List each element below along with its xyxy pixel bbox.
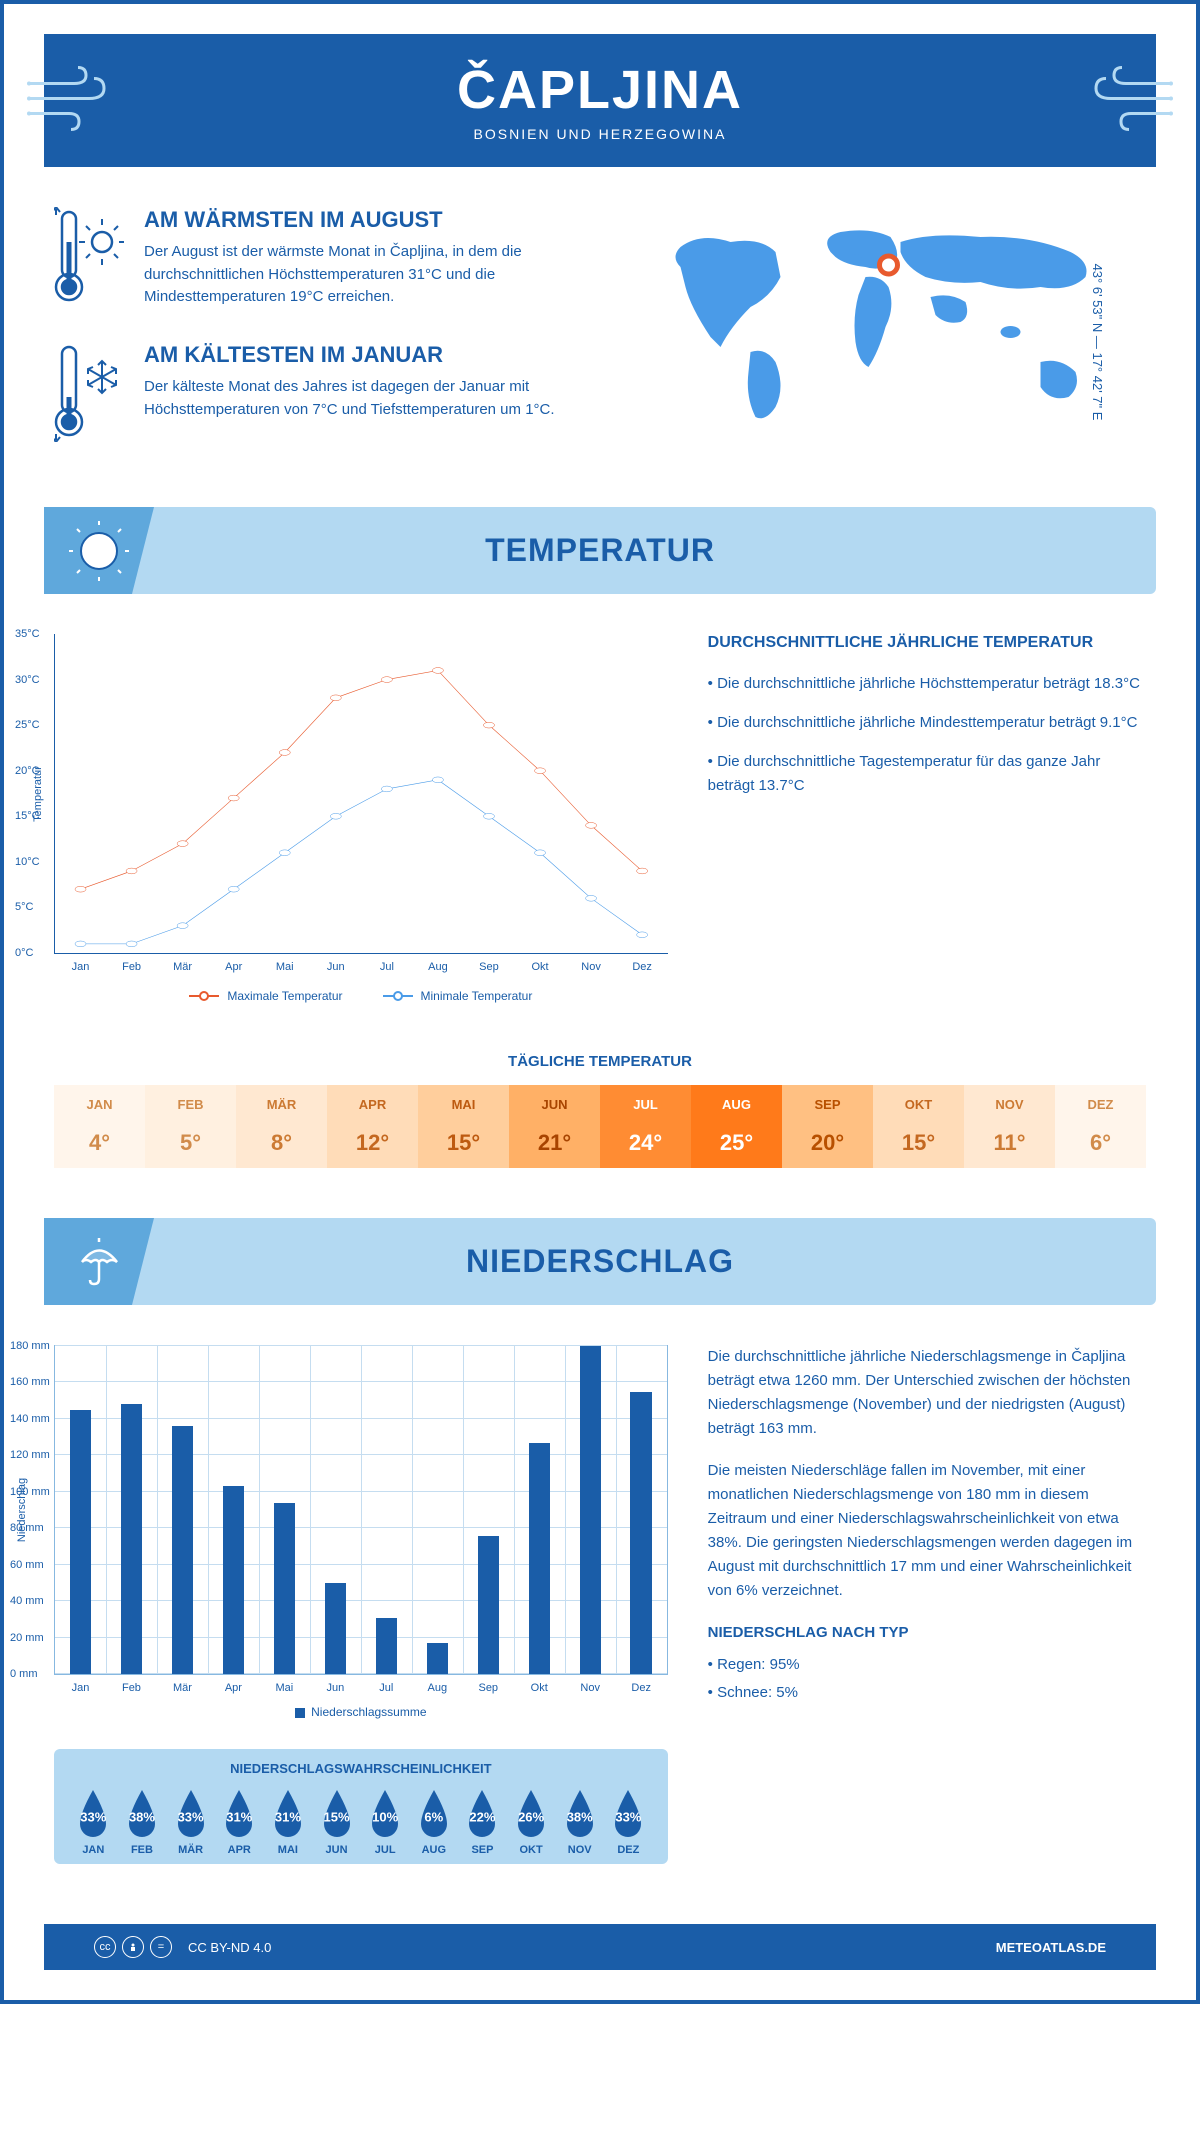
prob-item: 6%AUG: [409, 1788, 458, 1856]
facts-column: AM WÄRMSTEN IM AUGUST Der August ist der…: [54, 207, 585, 477]
precip-bar: [478, 1536, 499, 1674]
prob-item: 38%NOV: [555, 1788, 604, 1856]
prob-item: 33%MÄR: [166, 1788, 215, 1856]
prob-item: 26%OKT: [507, 1788, 556, 1856]
fact-cold-title: AM KÄLTESTEN IM JANUAR: [144, 342, 585, 368]
temperature-line-chart: Temperatur 0°C5°C10°C15°C20°C25°C30°C35°…: [54, 634, 668, 954]
cc-license: cc = CC BY-ND 4.0: [94, 1936, 271, 1958]
temp-cell: JUN21°: [509, 1085, 600, 1168]
temp-cell: SEP20°: [782, 1085, 873, 1168]
license-text: CC BY-ND 4.0: [188, 1940, 271, 1955]
precip-probability-box: NIEDERSCHLAGSWAHRSCHEINLICHKEIT 33%JAN38…: [54, 1749, 668, 1864]
header-banner: ČAPLJINA BOSNIEN UND HERZEGOWINA: [44, 34, 1156, 167]
precip-bar: [274, 1503, 295, 1674]
cc-icon: cc: [94, 1936, 116, 1958]
temp-bullet: • Die durchschnittliche jährliche Mindes…: [708, 711, 1146, 735]
wind-icon: [24, 63, 114, 138]
temperature-banner: TEMPERATUR: [44, 507, 1156, 594]
thermometer-hot-icon: [54, 207, 124, 312]
daily-temp-table: JAN4°FEB5°MÄR8°APR12°MAI15°JUN21°JUL24°A…: [54, 1085, 1146, 1168]
fact-warm-title: AM WÄRMSTEN IM AUGUST: [144, 207, 585, 233]
temp-cell: JUL24°: [600, 1085, 691, 1168]
temp-cell: DEZ6°: [1055, 1085, 1146, 1168]
prob-item: 22%SEP: [458, 1788, 507, 1856]
cc-nd-icon: =: [150, 1936, 172, 1958]
temp-cell: JAN4°: [54, 1085, 145, 1168]
site-name: METEOATLAS.DE: [996, 1940, 1106, 1955]
precip-bar: [223, 1486, 244, 1674]
temp-cell: APR12°: [327, 1085, 418, 1168]
precip-section: Niederschlag 0 mm20 mm40 mm60 mm80 mm100…: [4, 1305, 1196, 1884]
precip-type-line: • Regen: 95%: [708, 1653, 1146, 1677]
precip-bar: [529, 1443, 550, 1674]
sun-icon: [44, 507, 154, 594]
city-title: ČAPLJINA: [44, 59, 1156, 121]
precip-type-title: NIEDERSCHLAG NACH TYP: [708, 1621, 1146, 1645]
daily-temp-title: TÄGLICHE TEMPERATUR: [4, 1053, 1196, 1070]
precip-bar: [70, 1410, 91, 1674]
wind-icon: [1086, 63, 1176, 138]
prob-item: 15%JUN: [312, 1788, 361, 1856]
temp-bullet: • Die durchschnittliche jährliche Höchst…: [708, 672, 1146, 696]
precip-p1: Die durchschnittliche jährliche Niedersc…: [708, 1345, 1146, 1441]
prob-item: 31%MAI: [264, 1788, 313, 1856]
cc-by-icon: [122, 1936, 144, 1958]
world-map: 43° 6' 53" N — 17° 42' 7" E: [615, 207, 1146, 477]
prob-item: 33%JAN: [69, 1788, 118, 1856]
temp-cell: MAI15°: [418, 1085, 509, 1168]
thermometer-cold-icon: [54, 342, 124, 447]
legend-min: Minimale Temperatur: [421, 989, 533, 1003]
umbrella-icon: [44, 1218, 154, 1305]
precip-left-col: Niederschlag 0 mm20 mm40 mm60 mm80 mm100…: [54, 1345, 668, 1864]
temperature-section: Temperatur 0°C5°C10°C15°C20°C25°C30°C35°…: [4, 594, 1196, 1023]
prob-item: 38%FEB: [118, 1788, 167, 1856]
precip-bar: [427, 1643, 448, 1674]
fact-cold-text: Der kälteste Monat des Jahres ist dagege…: [144, 376, 585, 421]
precip-bar: [630, 1392, 651, 1674]
temp-chart-col: Temperatur 0°C5°C10°C15°C20°C25°C30°C35°…: [54, 634, 668, 1003]
bar-legend: Niederschlagssumme: [54, 1705, 668, 1719]
temp-cell: MÄR8°: [236, 1085, 327, 1168]
temp-info: DURCHSCHNITTLICHE JÄHRLICHE TEMPERATUR •…: [708, 634, 1146, 1003]
prob-item: 33%DEZ: [604, 1788, 653, 1856]
precip-type-line: • Schnee: 5%: [708, 1681, 1146, 1705]
precip-text: Die durchschnittliche jährliche Niedersc…: [708, 1345, 1146, 1864]
footer: cc = CC BY-ND 4.0 METEOATLAS.DE: [44, 1924, 1156, 1970]
precip-bar: [580, 1346, 601, 1674]
fact-coldest: AM KÄLTESTEN IM JANUAR Der kälteste Mona…: [54, 342, 585, 447]
legend-max: Maximale Temperatur: [227, 989, 342, 1003]
fact-warmest: AM WÄRMSTEN IM AUGUST Der August ist der…: [54, 207, 585, 312]
temp-cell: FEB5°: [145, 1085, 236, 1168]
temp-info-title: DURCHSCHNITTLICHE JÄHRLICHE TEMPERATUR: [708, 634, 1146, 652]
infographic-page: ČAPLJINA BOSNIEN UND HERZEGOWINA AM WÄRM…: [0, 0, 1200, 2004]
fact-warm-text: Der August ist der wärmste Monat in Čapl…: [144, 241, 585, 309]
temp-cell: OKT15°: [873, 1085, 964, 1168]
section-title-temp: TEMPERATUR: [44, 532, 1156, 569]
temp-cell: AUG25°: [691, 1085, 782, 1168]
temp-bullet: • Die durchschnittliche Tagestemperatur …: [708, 750, 1146, 798]
prob-item: 31%APR: [215, 1788, 264, 1856]
prob-title: NIEDERSCHLAGSWAHRSCHEINLICHKEIT: [69, 1761, 653, 1776]
temp-legend: .legend-item:nth-child(1) .legend-line::…: [54, 989, 668, 1003]
section-title-precip: NIEDERSCHLAG: [44, 1243, 1156, 1280]
precip-bar: [121, 1404, 142, 1674]
precip-bar: [376, 1618, 397, 1674]
top-section: AM WÄRMSTEN IM AUGUST Der August ist der…: [4, 167, 1196, 507]
country-subtitle: BOSNIEN UND HERZEGOWINA: [44, 126, 1156, 142]
temp-cell: NOV11°: [964, 1085, 1055, 1168]
precip-bar: [325, 1583, 346, 1674]
precip-p2: Die meisten Niederschläge fallen im Nove…: [708, 1459, 1146, 1603]
precip-bar-chart: Niederschlag 0 mm20 mm40 mm60 mm80 mm100…: [54, 1345, 668, 1675]
precip-bar: [172, 1426, 193, 1674]
precip-banner: NIEDERSCHLAG: [44, 1218, 1156, 1305]
coordinates: 43° 6' 53" N — 17° 42' 7" E: [1090, 264, 1105, 421]
prob-item: 10%JUL: [361, 1788, 410, 1856]
